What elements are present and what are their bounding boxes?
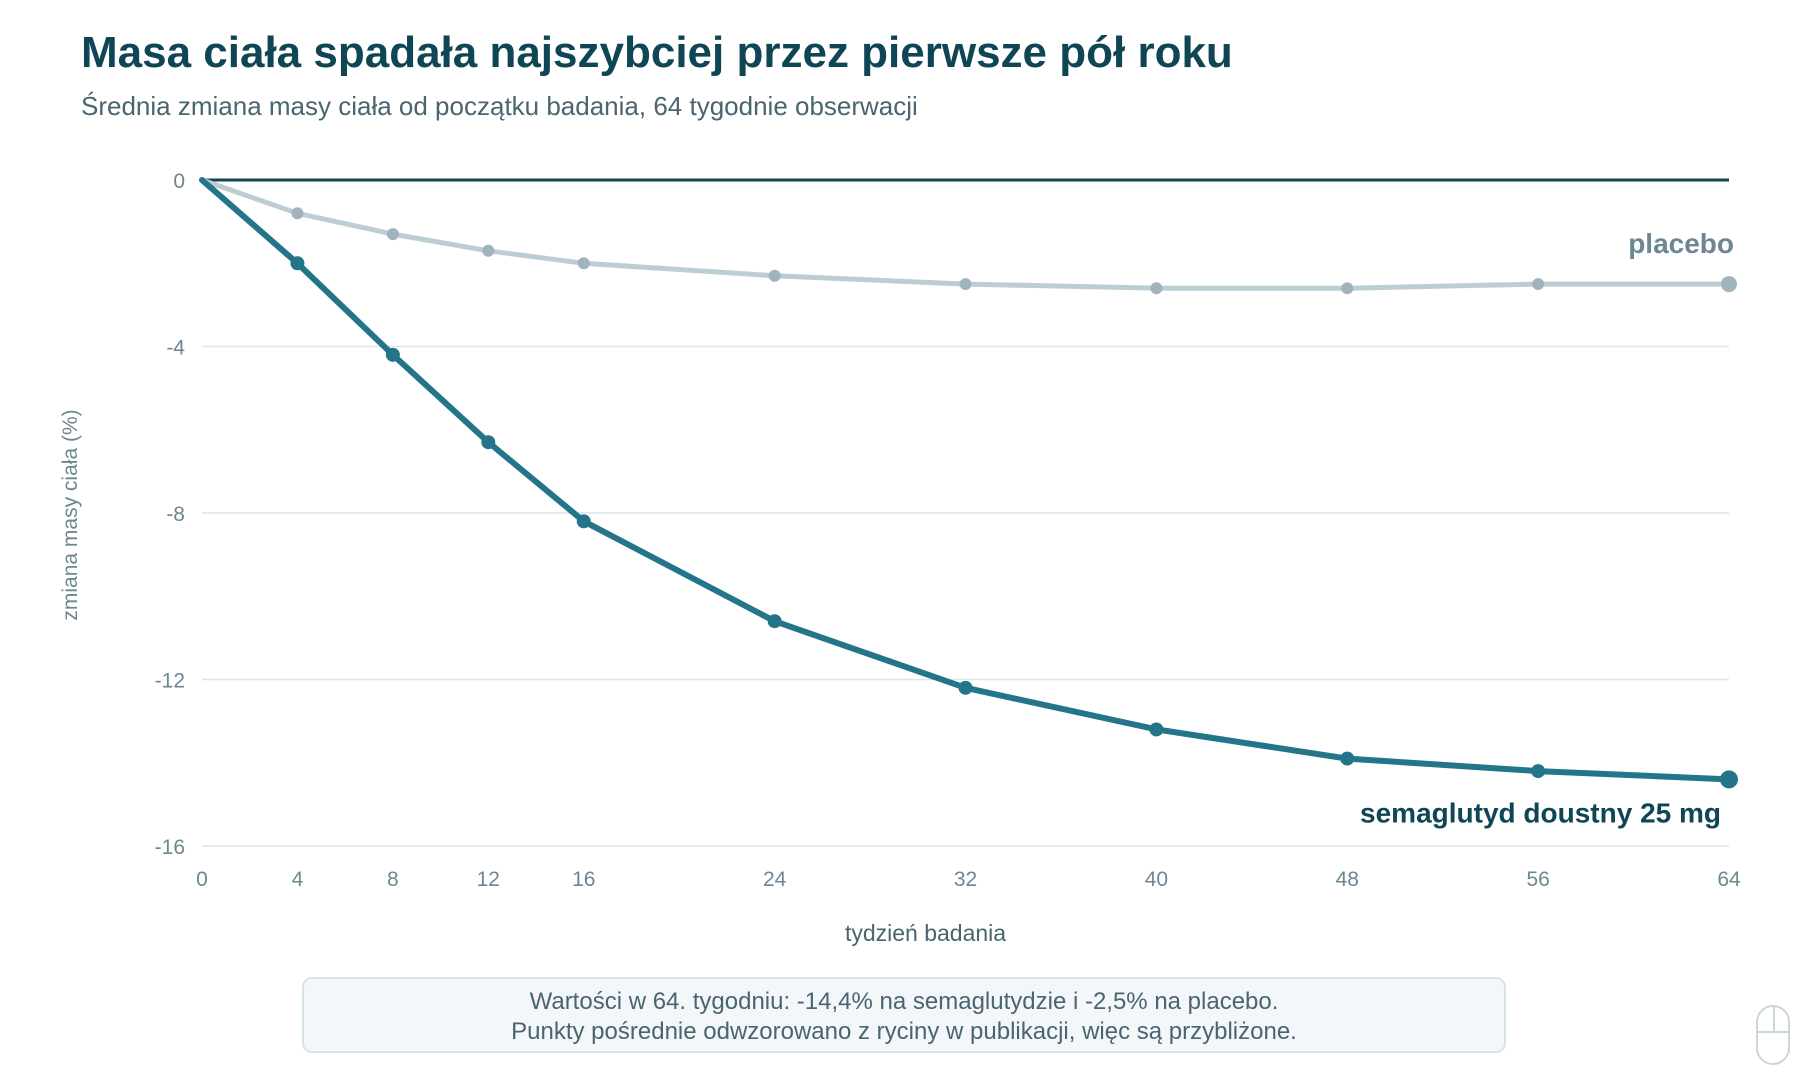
x-tick-label: 40	[1145, 868, 1168, 891]
x-tick-label: 64	[1717, 868, 1741, 891]
data-point-semaglutide	[1340, 751, 1355, 766]
data-point-semaglutide	[576, 514, 591, 529]
data-point-semaglutide	[290, 256, 305, 271]
y-tick-label: -4	[166, 337, 185, 360]
y-tick-label: -12	[155, 670, 185, 693]
x-tick-label: 12	[477, 868, 500, 891]
chart-title: Masa ciała spadała najszybciej przez pie…	[81, 28, 1233, 77]
y-tick-label: -16	[155, 836, 185, 859]
data-point-placebo	[1721, 276, 1737, 293]
x-axis-label: tydzień badania	[845, 920, 1006, 946]
data-point-semaglutide	[1531, 764, 1546, 779]
series-line-placebo	[199, 177, 1732, 291]
mouse-icon	[1756, 1005, 1790, 1065]
data-point-placebo	[291, 207, 304, 220]
data-note-line-1: Wartości w 64. tygodniu: -14,4% na semag…	[529, 988, 1279, 1015]
data-point-semaglutide	[958, 680, 973, 695]
data-point-placebo	[1150, 282, 1163, 295]
data-point-placebo	[768, 269, 781, 282]
x-tick-label: 32	[954, 868, 977, 891]
x-tick-label: 24	[763, 868, 787, 891]
x-tick-label: 48	[1336, 868, 1359, 891]
data-point-placebo	[386, 228, 399, 241]
data-note: Wartości w 64. tygodniu: -14,4% na semag…	[302, 977, 1506, 1053]
y-tick-label: 0	[173, 170, 185, 193]
x-tick-label: 4	[292, 868, 304, 891]
data-point-semaglutide	[481, 435, 496, 450]
x-tick-label: 8	[387, 868, 399, 891]
y-axis-label: zmiana masy ciała (%)	[59, 409, 82, 620]
series-label-semaglutide: semaglutyd doustny 25 mg	[1360, 797, 1721, 828]
series-label-placebo: placebo	[1628, 228, 1734, 259]
data-point-semaglutide	[767, 614, 782, 629]
data-point-semaglutide	[385, 347, 400, 362]
data-note-line-2: Punkty pośrednie odwzorowano z ryciny w …	[511, 1018, 1297, 1045]
data-point-semaglutide	[1720, 770, 1738, 789]
data-point-placebo	[1341, 282, 1354, 295]
data-point-placebo	[577, 257, 590, 270]
x-tick-label: 16	[572, 868, 595, 891]
y-tick-label: -8	[166, 503, 185, 526]
data-point-placebo	[1532, 278, 1545, 291]
data-point-placebo	[959, 278, 972, 291]
data-point-semaglutide	[1149, 722, 1164, 737]
chart-subtitle: Średnia zmiana masy ciała od początku ba…	[81, 91, 918, 121]
data-point-placebo	[482, 244, 495, 257]
x-tick-label: 0	[196, 868, 208, 891]
x-tick-label: 56	[1526, 868, 1549, 891]
